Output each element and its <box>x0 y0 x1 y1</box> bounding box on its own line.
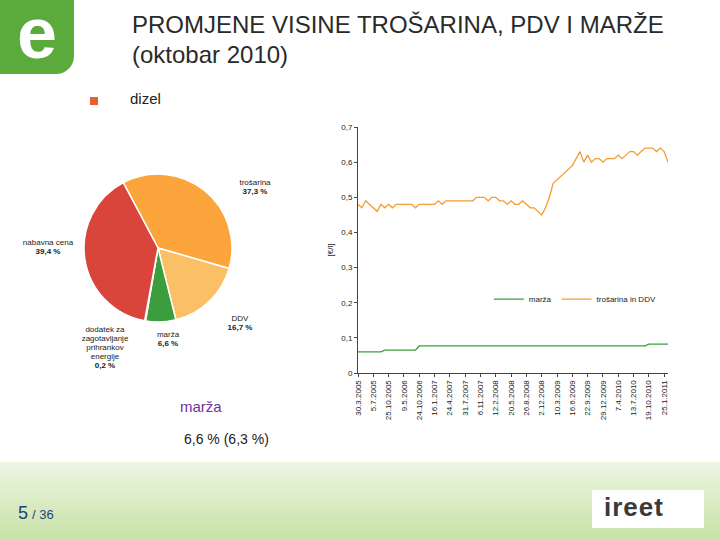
html-text:marža: marža <box>180 398 222 415</box>
html-text:PROMJENE VISINE TROŠARINA, PDV: PROMJENE VISINE TROŠARINA, PDV I MARŽE (… <box>132 11 664 68</box>
svg-text:20.5.2008: 20.5.2008 <box>507 380 516 416</box>
svg-text:trošarina in DDV: trošarina in DDV <box>597 295 656 304</box>
svg-text:24.10.2006: 24.10.2006 <box>415 380 424 421</box>
svg-text:9.5.2006: 9.5.2006 <box>400 380 409 412</box>
svg-text:12.2.2008: 12.2.2008 <box>491 380 500 416</box>
svg-text:26.8.2008: 26.8.2008 <box>522 380 531 416</box>
svg-text:22.9.2009: 22.9.2009 <box>583 380 592 416</box>
svg-text:0,1: 0,1 <box>341 334 353 343</box>
html-text:0,2 %: 0,2 % <box>94 361 116 370</box>
svg-text:29.12.2009: 29.12.2009 <box>599 380 608 421</box>
svg-text:5.7.2005: 5.7.2005 <box>369 380 378 412</box>
svg-text:0,5: 0,5 <box>341 193 353 202</box>
svg-text:31.7.2007: 31.7.2007 <box>461 380 470 416</box>
html-text:dodatek za zagotavljanje prihr: dodatek za zagotavljanje prihrankov ener… <box>81 325 129 361</box>
svg-text:0,6: 0,6 <box>341 158 353 167</box>
svg-text:16.1.2007: 16.1.2007 <box>430 380 439 416</box>
svg-text:13.7.2010: 13.7.2010 <box>629 380 638 416</box>
html-text:6,6 % (6,3 %): 6,6 % (6,3 %) <box>184 431 269 447</box>
svg-text:16.6.2009: 16.6.2009 <box>568 380 577 416</box>
html-text:37,3 %: 37,3 % <box>242 187 268 196</box>
svg-text:marža: marža <box>529 295 552 304</box>
svg-text:0,7: 0,7 <box>341 123 353 132</box>
svg-text:0: 0 <box>348 369 353 378</box>
html-text:marža: marža <box>156 330 180 339</box>
svg-text:24.4.2007: 24.4.2007 <box>445 380 454 416</box>
html-text:DDV: DDV <box>231 314 249 323</box>
svg-text:2.12.2008: 2.12.2008 <box>537 380 546 416</box>
svg-text:30.3.2005: 30.3.2005 <box>354 380 363 416</box>
svg-text:0,3: 0,3 <box>341 263 353 272</box>
svg-text:19.10.2010: 19.10.2010 <box>644 380 653 421</box>
svg-text:25.1.2011: 25.1.2011 <box>660 380 669 416</box>
html-text:39,4 %: 39,4 % <box>35 247 61 256</box>
html-text:dizel: dizel <box>130 90 161 107</box>
svg-text:10.3.2009: 10.3.2009 <box>553 380 562 416</box>
svg-text:7.4.2010: 7.4.2010 <box>614 380 623 412</box>
svg-text:[€/l]: [€/l] <box>326 244 335 257</box>
svg-text:0,2: 0,2 <box>341 299 353 308</box>
html-text:6,6 %: 6,6 % <box>157 339 179 348</box>
html-text:ireet: ireet <box>604 492 664 522</box>
svg-text:25.10.2005: 25.10.2005 <box>384 380 393 421</box>
html-text:nabavna cena: nabavna cena <box>22 238 74 247</box>
svg-text:0,4: 0,4 <box>341 228 353 237</box>
svg-text:6.11.2007: 6.11.2007 <box>476 380 485 416</box>
html-text:5 / 36: 5 / 36 <box>18 503 54 523</box>
html-text:trošarina: trošarina <box>239 178 271 187</box>
html-text:16,7 %: 16,7 % <box>227 323 253 332</box>
